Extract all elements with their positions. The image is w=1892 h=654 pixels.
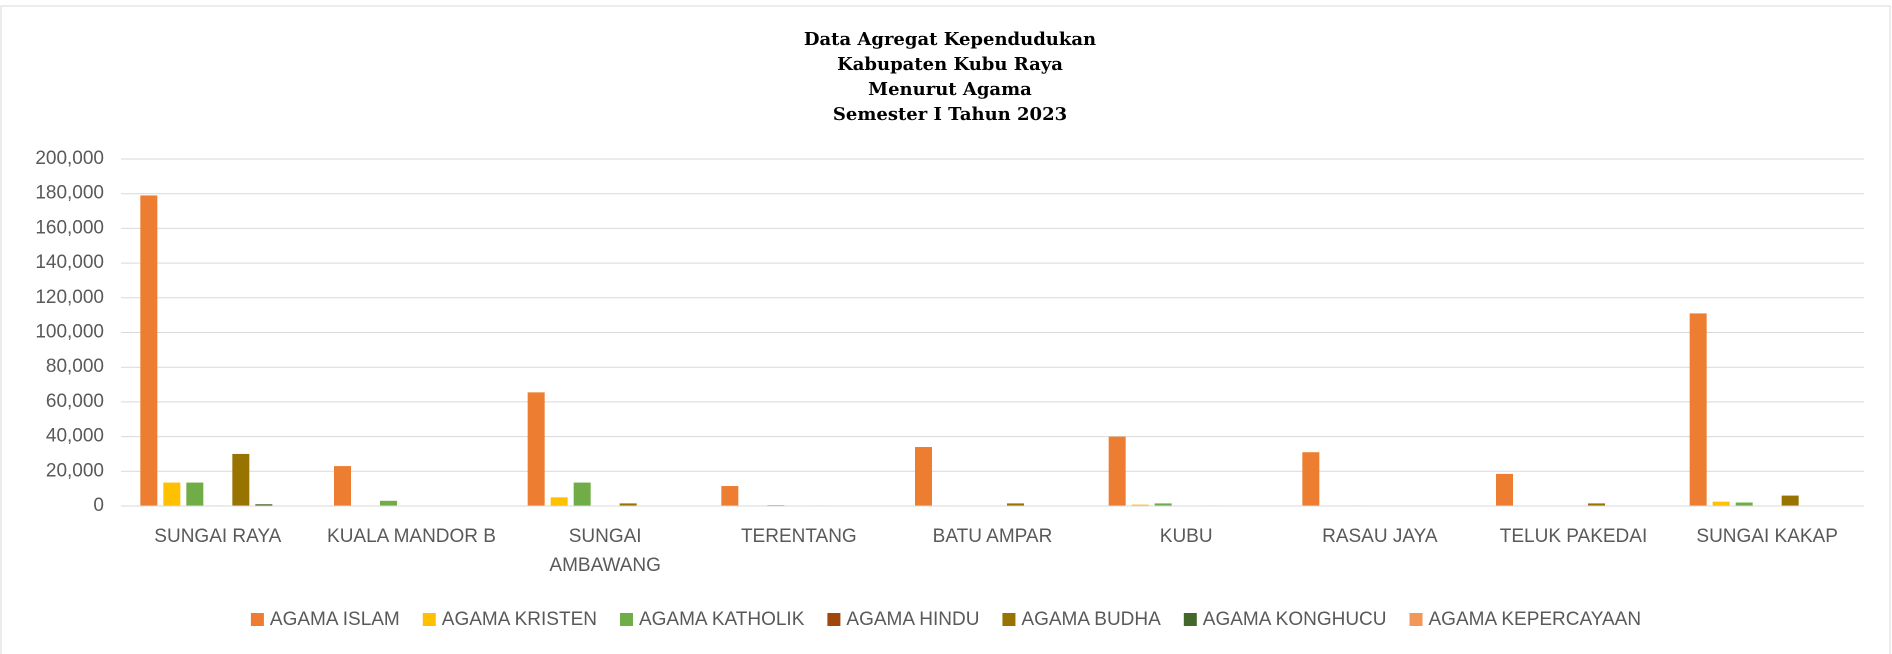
bar [232, 453, 250, 506]
legend-swatch [422, 613, 436, 626]
bar [915, 447, 932, 506]
bar [255, 504, 273, 506]
bar [163, 482, 181, 506]
chart-title: Kabupaten Kubu Raya [837, 54, 1063, 75]
bar [1689, 313, 1707, 506]
legend-label: AGAMA KONGHUCU [1203, 609, 1387, 630]
bar [573, 482, 591, 506]
chart-border [0, 5, 1891, 654]
bar [140, 195, 158, 506]
y-tick-label: 0 [93, 495, 104, 516]
bar [334, 466, 351, 506]
legend-item: AGAMA KRISTEN [422, 609, 597, 630]
y-tick-label: 40,000 [46, 426, 104, 447]
y-tick-label: 180,000 [35, 183, 104, 204]
y-tick-label: 20,000 [46, 460, 104, 481]
legend-item: AGAMA KEPERCAYAAN [1409, 609, 1642, 630]
legend-label: AGAMA ISLAM [270, 609, 400, 630]
bar [619, 503, 637, 506]
bar [1302, 452, 1320, 506]
x-tick-label: SUNGAI AMBAWANG [549, 526, 661, 576]
x-tick-label: TELUK PAKEDAI [1500, 526, 1647, 547]
bar [1496, 473, 1513, 506]
y-tick-label: 80,000 [46, 356, 104, 377]
bar [527, 392, 545, 506]
bar [1007, 503, 1024, 506]
x-tick-label: KUBU [1160, 526, 1213, 547]
legend-swatch [1002, 613, 1016, 626]
y-tick-label: 140,000 [35, 252, 104, 273]
y-tick-label: 200,000 [35, 148, 104, 169]
legend-item: AGAMA KONGHUCU [1183, 609, 1387, 630]
bar [1781, 495, 1799, 506]
legend-swatch [250, 613, 264, 626]
bar [1108, 436, 1126, 506]
legend-label: AGAMA HINDU [846, 609, 979, 630]
x-tick-label: SUNGAI RAYA [154, 526, 281, 547]
chart-title: Semester I Tahun 2023 [833, 104, 1067, 125]
bar [721, 486, 739, 506]
bar [1131, 504, 1149, 506]
y-tick-label: 160,000 [35, 217, 104, 238]
legend-label: AGAMA KATHOLIK [639, 609, 805, 630]
legend-swatch [1409, 613, 1423, 626]
chart-title: Data Agregat Kependudukan [804, 29, 1096, 50]
legend-swatch [827, 613, 841, 626]
legend-item: AGAMA BUDHA [1002, 609, 1161, 630]
bar [1735, 502, 1753, 506]
y-tick-label: 100,000 [35, 322, 104, 343]
legend-label: AGAMA KRISTEN [442, 609, 597, 630]
x-tick-label: SUNGAI KAKAP [1696, 526, 1838, 547]
y-tick-label: 60,000 [46, 391, 104, 412]
legend-item: AGAMA ISLAM [250, 609, 400, 630]
bar [550, 497, 568, 506]
chart-title: Menurut Agama [868, 79, 1032, 100]
bar [186, 482, 204, 506]
x-tick-label: TERENTANG [741, 526, 857, 547]
bar [1588, 503, 1605, 506]
legend-item: AGAMA KATHOLIK [619, 609, 805, 630]
y-tick-label: 120,000 [35, 287, 104, 308]
bar [1712, 501, 1730, 506]
x-tick-label: RASAU JAYA [1322, 526, 1438, 547]
legend-label: AGAMA KEPERCAYAAN [1429, 609, 1642, 630]
bar [380, 500, 397, 506]
legend-swatch [619, 613, 633, 626]
legend-label: AGAMA BUDHA [1021, 609, 1161, 630]
legend-item: AGAMA HINDU [827, 609, 979, 630]
x-tick-label: BATU AMPAR [933, 526, 1053, 547]
legend-swatch [1183, 613, 1197, 626]
bar [1154, 503, 1172, 506]
x-tick-label: KUALA MANDOR B [327, 526, 496, 547]
